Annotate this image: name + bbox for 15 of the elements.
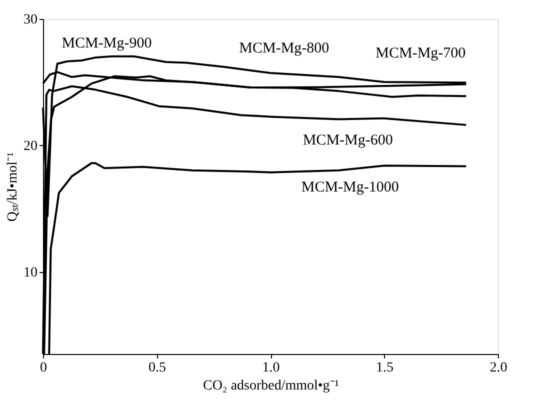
annotation: MCM-Mg-800 <box>239 40 330 56</box>
y-axis-title: Qₛₜ/kJ•mol⁻¹ <box>6 152 20 222</box>
y-tick-label: 20 <box>24 138 38 154</box>
annotation: MCM-Mg-900 <box>62 35 152 52</box>
y-tick-label: 10 <box>24 265 38 280</box>
x-tick-label: 2.0 <box>490 360 508 376</box>
y-tick-label: 30 <box>24 12 38 28</box>
x-tick-label: 1.5 <box>376 360 394 376</box>
x-tick-label: 1.0 <box>262 360 280 376</box>
x-axis-title: CO₂ adsorbed/mmol•g⁻¹ <box>202 378 340 394</box>
x-tick-label: 0.5 <box>148 360 166 376</box>
x-tick-label: 0 <box>40 360 47 376</box>
annotation: MCM-Mg-600 <box>302 132 393 149</box>
annotation: MCM-Mg-1000 <box>301 180 399 196</box>
annotation: MCM-Mg-700 <box>376 46 466 62</box>
